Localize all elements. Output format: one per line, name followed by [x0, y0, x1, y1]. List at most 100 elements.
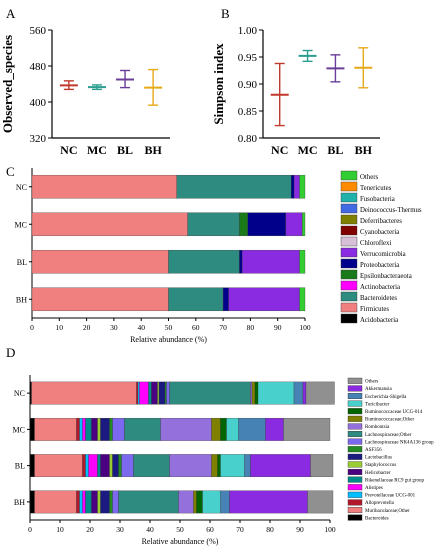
legend-label: Others: [360, 174, 378, 181]
bar-segment: [31, 174, 177, 199]
legend-label: Akkermansia: [365, 387, 392, 392]
bar-segment: [88, 454, 98, 478]
bar-segment: [217, 454, 221, 478]
x-tick-label: 80: [247, 323, 255, 332]
bar-segment: [97, 417, 101, 441]
legend-label: Acidobacteria: [360, 317, 398, 324]
legend-label: Others: [365, 380, 378, 385]
bar-segment: [251, 381, 256, 405]
bar-segment: [31, 212, 188, 237]
bar-segment: [34, 490, 77, 514]
x-tick-label: 30: [116, 525, 124, 534]
legend-label: Epsilonbacteraeota: [360, 273, 412, 280]
bar-segment: [85, 417, 92, 441]
x-tick-label: 40: [137, 323, 145, 332]
bar-segment: [31, 287, 169, 312]
y-axis-title: Simpson index: [211, 43, 226, 125]
legend-label: Muribaculaceae;Other: [365, 509, 410, 514]
legend-swatch: [340, 291, 358, 302]
bar-segment: [82, 454, 86, 478]
bar-segment: [139, 381, 149, 405]
legend-label: Prevotellaceae UCG-001: [365, 494, 416, 499]
bar-segment: [79, 417, 83, 441]
bar-segment: [239, 212, 248, 237]
bar-segment: [76, 417, 80, 441]
x-tick-label: 70: [236, 525, 244, 534]
legend-swatch: [347, 423, 363, 430]
legend-label: Escherichia-Shigella: [365, 395, 407, 400]
legend-label: Helicobacter: [365, 471, 391, 476]
bar-segment: [254, 381, 259, 405]
bar-segment: [211, 417, 221, 441]
legend-swatch: [340, 181, 358, 192]
bar-segment: [76, 490, 80, 514]
bar-segment: [164, 381, 167, 405]
bar-segment: [82, 417, 86, 441]
legend-swatch: [347, 491, 363, 498]
bar-segment: [265, 417, 284, 441]
bar-segment: [29, 381, 32, 405]
bar-segment: [31, 249, 169, 274]
legend-swatch: [340, 192, 358, 203]
bar-segment: [187, 212, 240, 237]
legend-label: Ruminococcaceae UCG-014: [365, 410, 423, 415]
y-tick-label: 400: [30, 97, 47, 109]
x-tick-label: 50: [176, 525, 184, 534]
bar-segment: [34, 417, 77, 441]
legend-swatch: [340, 225, 358, 236]
bar-segment: [91, 490, 98, 514]
bar-segment: [137, 381, 140, 405]
bar-segment: [169, 381, 251, 405]
x-tick-label: BH: [355, 143, 373, 157]
bar-segment: [226, 417, 239, 441]
x-axis-title: Relative abundance (%): [142, 537, 219, 546]
bar-segment: [109, 490, 113, 514]
panel-label-d: D: [6, 345, 15, 360]
bar-segment: [220, 454, 245, 478]
x-tick-label: BL: [327, 143, 343, 157]
x-tick-label: 100: [299, 323, 311, 332]
bar-segment: [166, 381, 170, 405]
panel-label-b: B: [221, 6, 230, 21]
bar-segment: [196, 490, 203, 514]
y-tick-label: BL: [17, 258, 27, 267]
bar-segment: [302, 212, 306, 237]
y-tick-label: 0.90: [238, 79, 258, 91]
bar-segment: [293, 381, 304, 405]
bar-segment: [112, 490, 119, 514]
bar-segment: [148, 381, 152, 405]
legend-swatch: [340, 313, 358, 324]
bar-segment: [112, 454, 119, 478]
bar-segment: [133, 454, 170, 478]
bar-segment: [169, 454, 212, 478]
y-tick-label: 1.00: [238, 25, 258, 37]
bar-segment: [168, 249, 240, 274]
bar-segment: [100, 454, 110, 478]
x-tick-label: 60: [206, 525, 214, 534]
panel-label-c: C: [6, 164, 15, 179]
bar-segment: [118, 490, 179, 514]
legend-label: Rikenellaceae RC9 gut group: [365, 478, 425, 483]
y-axis-title: Observed_species: [0, 35, 15, 133]
legend-label: Staphylococcus: [365, 463, 396, 468]
panel-a: A 320 400 480 560 Observed_species NC MC BL BH: [0, 6, 170, 157]
legend-swatch: [347, 446, 363, 453]
legend-swatch: [347, 400, 363, 407]
bar-segment: [109, 417, 113, 441]
legend-swatch: [340, 247, 358, 258]
legend-swatch: [347, 385, 363, 392]
bar-segment: [220, 417, 227, 441]
bar-segment: [97, 454, 101, 478]
x-tick-label: 10: [56, 525, 64, 534]
bar-segment: [31, 381, 137, 405]
bar-segment: [239, 249, 243, 274]
x-tick-label: 60: [192, 323, 200, 332]
y-tick-label: NC: [16, 183, 27, 192]
bar-segment: [238, 417, 266, 441]
x-tick-label: 10: [56, 323, 64, 332]
bar-segment: [293, 174, 300, 199]
x-tick-label: 20: [86, 525, 94, 534]
legend-label: Alistipes: [365, 486, 383, 491]
legend-swatch: [347, 476, 363, 483]
